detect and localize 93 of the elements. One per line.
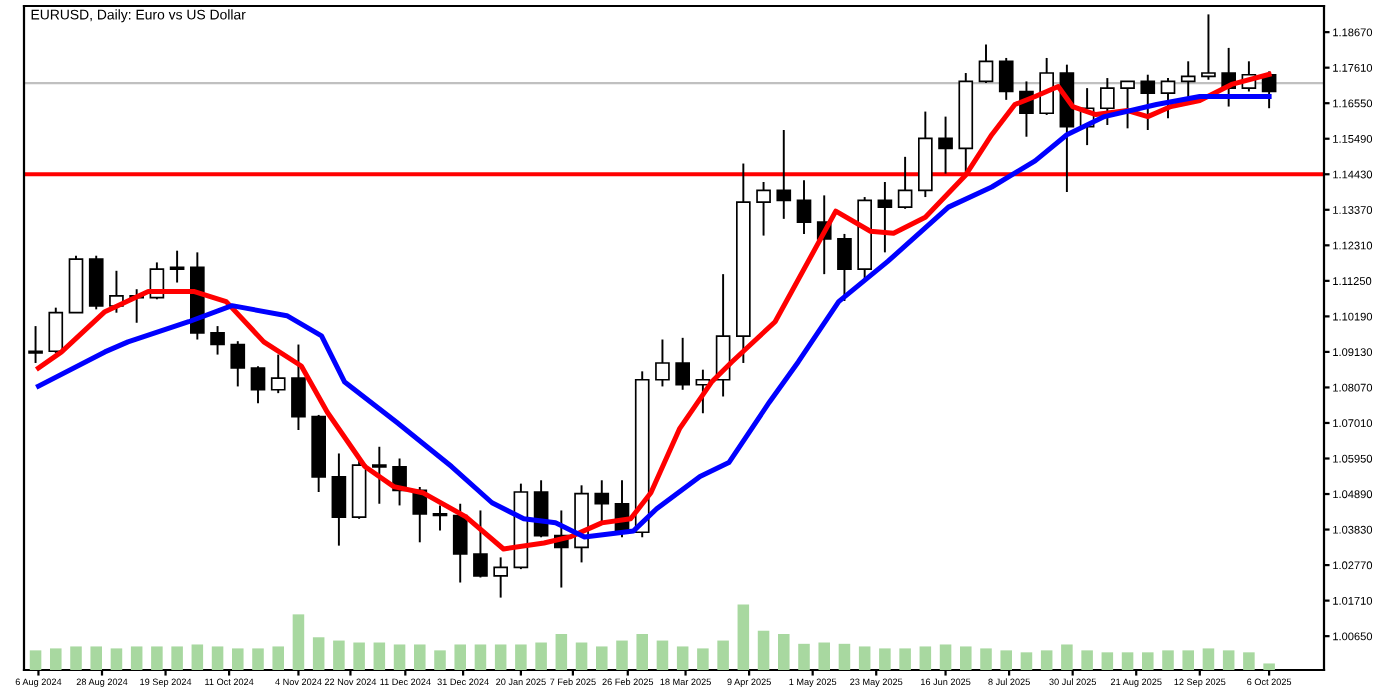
bar bbox=[454, 644, 466, 670]
bar bbox=[1202, 648, 1215, 670]
candlestick bbox=[88, 254, 104, 311]
bar bbox=[151, 646, 163, 670]
candlestick bbox=[291, 343, 306, 431]
bar bbox=[191, 644, 204, 670]
candlestick bbox=[675, 336, 691, 391]
candlestick bbox=[796, 179, 812, 235]
candlestick bbox=[169, 249, 185, 284]
bar bbox=[575, 642, 588, 670]
bar bbox=[899, 648, 911, 670]
bar bbox=[1263, 663, 1275, 670]
candlestick bbox=[998, 56, 1014, 101]
bar bbox=[70, 646, 82, 670]
bar bbox=[858, 646, 871, 670]
candlestick bbox=[1120, 80, 1135, 130]
bar bbox=[130, 646, 143, 670]
bar bbox=[555, 634, 568, 670]
bar bbox=[373, 642, 386, 670]
bar bbox=[1081, 650, 1093, 670]
bar bbox=[50, 648, 62, 670]
bar bbox=[616, 640, 628, 670]
bar bbox=[960, 646, 972, 670]
candlestick bbox=[837, 232, 852, 302]
candlestick bbox=[210, 325, 225, 356]
bar bbox=[292, 614, 305, 670]
candlestick bbox=[230, 340, 246, 388]
candlestick bbox=[473, 509, 488, 579]
bar bbox=[1182, 650, 1194, 670]
bar bbox=[353, 642, 365, 670]
candlestick bbox=[594, 479, 610, 525]
bar bbox=[778, 634, 790, 670]
bar bbox=[1243, 652, 1255, 670]
bar bbox=[90, 646, 102, 670]
bar bbox=[757, 630, 770, 670]
bar bbox=[434, 650, 446, 670]
bar bbox=[717, 640, 729, 670]
bar bbox=[232, 648, 244, 670]
candlestick bbox=[655, 338, 670, 388]
candlestick bbox=[250, 365, 266, 405]
bar bbox=[939, 644, 952, 670]
bar bbox=[1000, 650, 1012, 670]
bar bbox=[1142, 652, 1154, 670]
bar bbox=[697, 648, 709, 670]
candlestick bbox=[938, 115, 953, 175]
bar bbox=[535, 642, 547, 670]
bar bbox=[737, 604, 750, 670]
bar bbox=[1020, 652, 1033, 670]
candlestick bbox=[897, 155, 913, 210]
candlestick bbox=[1140, 73, 1156, 131]
bar bbox=[676, 646, 689, 670]
bar bbox=[414, 644, 426, 670]
candlestick bbox=[756, 181, 771, 237]
bar bbox=[919, 646, 932, 670]
candlestick bbox=[695, 368, 711, 415]
bar bbox=[798, 643, 810, 670]
bar bbox=[272, 646, 284, 670]
bar bbox=[656, 640, 669, 670]
bar bbox=[515, 644, 527, 670]
bar bbox=[596, 646, 608, 670]
bar bbox=[171, 646, 183, 670]
candlestick bbox=[1201, 13, 1216, 81]
candlestick bbox=[432, 504, 448, 532]
bar bbox=[252, 648, 264, 670]
candlestick bbox=[493, 556, 509, 599]
bar bbox=[211, 646, 224, 670]
bar bbox=[879, 648, 891, 670]
bar bbox=[1101, 652, 1114, 670]
candlestick bbox=[331, 452, 347, 547]
bar bbox=[474, 644, 487, 670]
bar bbox=[494, 644, 507, 670]
bar bbox=[1061, 644, 1073, 670]
bar bbox=[818, 642, 830, 670]
candlestick bbox=[270, 353, 286, 395]
bar bbox=[1222, 650, 1235, 670]
bar bbox=[333, 640, 345, 670]
bar bbox=[838, 643, 851, 670]
candlestick bbox=[1099, 77, 1115, 126]
candlestick bbox=[48, 306, 64, 354]
bar bbox=[1162, 650, 1174, 670]
bar bbox=[312, 637, 325, 670]
candlestick bbox=[776, 129, 792, 220]
candlestick bbox=[371, 445, 387, 505]
bar bbox=[393, 644, 406, 670]
candlestick bbox=[452, 502, 468, 584]
bar bbox=[110, 648, 123, 670]
bar bbox=[1121, 652, 1134, 670]
candlestick bbox=[877, 181, 893, 254]
bar bbox=[29, 650, 42, 670]
bar bbox=[1040, 650, 1053, 670]
bar bbox=[636, 634, 648, 670]
bar bbox=[980, 648, 992, 670]
candlestick bbox=[978, 43, 994, 85]
